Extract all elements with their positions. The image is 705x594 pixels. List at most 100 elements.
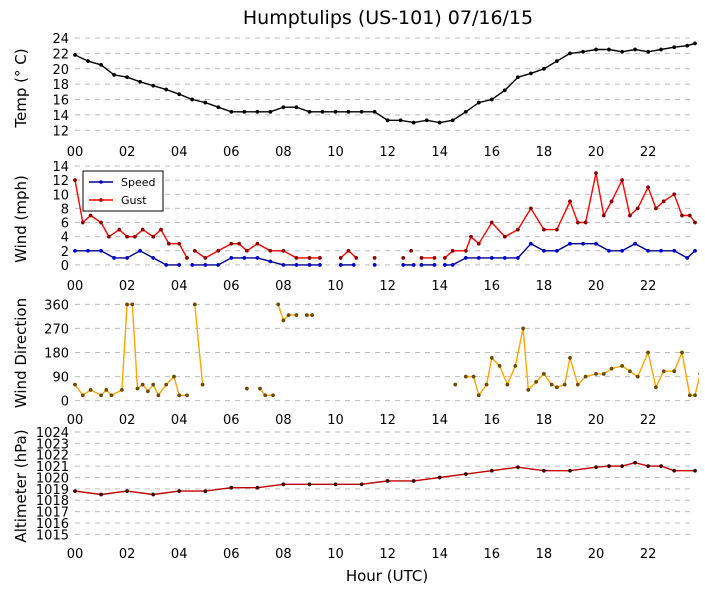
data-point	[177, 489, 182, 494]
data-point	[385, 118, 390, 123]
y-tick-label: 0	[61, 395, 69, 410]
series-line	[74, 179, 188, 259]
data-point	[281, 482, 286, 487]
data-point	[562, 382, 567, 387]
data-point	[594, 465, 598, 470]
y-tick-label: 360	[44, 298, 69, 313]
y-tick-label: 14	[52, 160, 69, 175]
data-point	[73, 489, 77, 494]
data-point	[653, 385, 658, 390]
data-point	[138, 79, 143, 84]
data-point	[549, 382, 554, 387]
x-tick-label: 00	[67, 279, 84, 294]
data-point	[554, 59, 559, 64]
x-tick-label: 08	[275, 279, 292, 294]
x-tick-label: 10	[327, 279, 344, 294]
data-point	[568, 199, 572, 204]
data-point	[255, 109, 260, 114]
y-tick-label: 1023	[36, 437, 69, 452]
data-point	[294, 105, 299, 110]
data-point	[607, 464, 611, 469]
data-point	[528, 71, 533, 76]
data-point	[476, 255, 481, 260]
data-point	[502, 234, 507, 239]
data-point	[255, 485, 260, 490]
x-tick-label: 14	[431, 413, 448, 428]
data-point	[653, 206, 658, 211]
data-point	[276, 302, 281, 307]
data-point	[109, 393, 114, 398]
x-tick-label: 16	[484, 547, 501, 562]
data-point	[164, 87, 169, 92]
y-tick-label: 1022	[36, 449, 69, 464]
data-point	[528, 206, 533, 211]
y-tick-label: 1024	[36, 426, 69, 441]
data-point	[526, 387, 531, 392]
y-tick-label: 14	[52, 109, 69, 124]
x-tick-label: 12	[379, 279, 396, 294]
series-speed	[73, 241, 697, 267]
data-point	[99, 62, 104, 67]
data-point	[145, 389, 150, 394]
data-point	[411, 478, 416, 483]
data-point	[633, 460, 638, 465]
data-point	[609, 199, 614, 204]
data-point	[359, 482, 364, 487]
x-tick-label: 18	[536, 547, 553, 562]
data-point	[672, 468, 677, 473]
x-tick-label: 18	[536, 279, 553, 294]
data-point	[453, 382, 458, 387]
x-tick-label: 16	[484, 413, 501, 428]
data-point	[140, 227, 145, 232]
data-point	[620, 49, 625, 54]
series-line	[465, 328, 699, 397]
data-point	[515, 255, 520, 260]
data-point	[541, 468, 546, 473]
data-point	[659, 464, 664, 469]
data-point	[119, 387, 124, 392]
data-point	[581, 241, 585, 246]
data-point	[633, 241, 638, 246]
x-tick-label: 10	[327, 413, 344, 428]
data-point	[554, 227, 559, 232]
data-point	[419, 262, 424, 267]
data-point	[351, 262, 356, 267]
legend-label: Gust	[121, 194, 147, 207]
data-point	[594, 47, 598, 52]
y-tick-label: 18	[52, 78, 69, 93]
data-point	[203, 255, 208, 260]
data-point	[661, 199, 666, 204]
y-tick-label: 10	[52, 188, 69, 203]
data-point	[476, 393, 481, 398]
data-point	[476, 100, 481, 105]
data-point	[268, 248, 273, 253]
data-point	[437, 475, 442, 480]
data-point	[237, 241, 242, 246]
data-point	[106, 234, 111, 239]
data-point	[320, 109, 325, 114]
x-tick-label: 02	[119, 279, 136, 294]
data-point	[333, 109, 338, 114]
data-point	[372, 262, 377, 267]
data-point	[471, 374, 476, 379]
data-point	[132, 234, 137, 239]
data-point	[166, 241, 171, 246]
data-point	[687, 213, 692, 218]
data-point	[515, 227, 520, 232]
x-tick-label: 02	[119, 547, 136, 562]
data-point	[271, 393, 275, 398]
data-point	[489, 255, 494, 260]
data-point	[672, 45, 677, 50]
data-point	[86, 248, 90, 253]
y-tick-label: 90	[52, 371, 69, 386]
data-point	[294, 262, 299, 267]
x-tick-label: 20	[588, 413, 605, 428]
data-point	[627, 369, 632, 374]
data-point	[216, 262, 221, 267]
y-axis-label: Wind Direction	[12, 298, 30, 408]
data-point	[541, 371, 546, 376]
data-point	[304, 313, 309, 318]
data-point	[125, 234, 130, 239]
data-point	[80, 220, 85, 225]
x-tick-label: 10	[327, 547, 344, 562]
